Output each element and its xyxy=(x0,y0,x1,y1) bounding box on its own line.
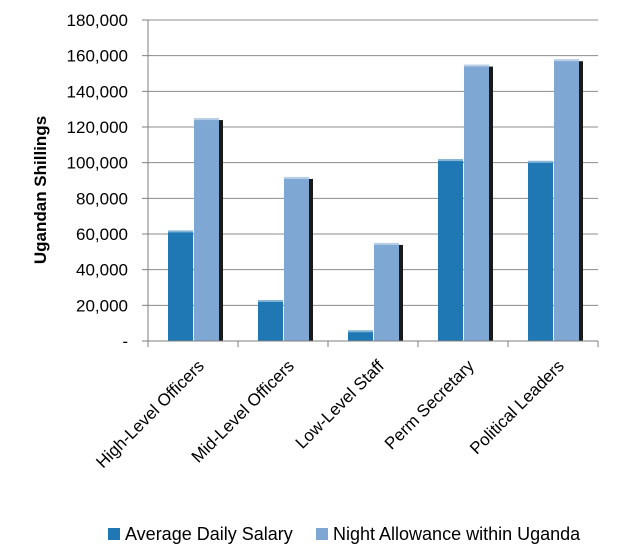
y-tick-label: 40,000 xyxy=(76,261,128,280)
bar-average-daily-salary xyxy=(348,330,373,341)
bar-highlight xyxy=(374,242,399,245)
bar-night-allowance xyxy=(374,242,399,341)
bar-average-daily-salary xyxy=(528,160,553,341)
x-tick-label: Political Leaders xyxy=(466,356,568,458)
bar-highlight xyxy=(438,159,463,162)
legend-label: Average Daily Salary xyxy=(125,524,293,544)
x-axis xyxy=(147,20,599,347)
y-tick-label: 140,000 xyxy=(67,82,128,101)
bar-highlight xyxy=(284,176,309,179)
y-tick-label: 120,000 xyxy=(67,118,128,137)
legend-swatch xyxy=(108,528,120,540)
bar-night-allowance xyxy=(194,118,219,341)
y-tick-label: 80,000 xyxy=(76,189,128,208)
bar-highlight xyxy=(528,160,553,163)
bar-average-daily-salary xyxy=(258,299,283,341)
bar-highlight xyxy=(258,299,283,302)
y-axis-ticks: - 20,000 40,000 60,000 80,000 100,000 120,000 1… xyxy=(67,11,128,351)
bar-average-daily-salary xyxy=(438,159,463,341)
x-tick-label: Perm Secretary xyxy=(381,356,478,453)
bar-highlight xyxy=(168,230,193,233)
y-tick-label: 160,000 xyxy=(67,47,128,66)
bar-highlight xyxy=(348,330,373,333)
bar-night-allowance xyxy=(464,64,489,341)
y-tick-label: - xyxy=(122,332,128,351)
legend-label: Night Allowance within Uganda xyxy=(333,524,581,544)
y-axis-label: Ugandan Shillings xyxy=(31,116,50,264)
legend: Average Daily Salary Night Allowance with… xyxy=(108,524,581,544)
y-tick-label: 100,000 xyxy=(67,154,128,173)
bar-night-allowance xyxy=(554,59,579,341)
bars xyxy=(168,59,583,341)
y-tick-label: 20,000 xyxy=(76,296,128,315)
bar-highlight xyxy=(194,118,219,121)
legend-swatch xyxy=(316,528,328,540)
y-tick-label: 60,000 xyxy=(76,225,128,244)
bar-highlight xyxy=(554,59,579,62)
y-tick-label: 180,000 xyxy=(67,11,128,30)
bar-highlight xyxy=(464,64,489,67)
x-tick-label: Low-Level Staff xyxy=(292,356,388,452)
bar-average-daily-salary xyxy=(168,230,193,341)
bar-night-allowance xyxy=(284,176,309,341)
